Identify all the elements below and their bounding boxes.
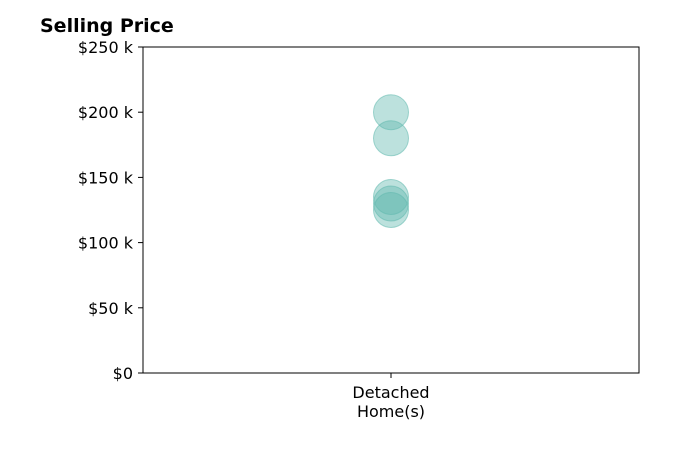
data-point — [373, 94, 409, 131]
y-tick-label: $0 — [113, 364, 133, 383]
y-axis: $0 $50 k $100 k $150 k $200 k $250 k — [78, 38, 143, 383]
y-tick-label: $200 k — [78, 103, 134, 122]
y-tick-label: $50 k — [88, 299, 134, 318]
y-tick-label: $250 k — [78, 38, 134, 57]
chart-title: Selling Price — [40, 15, 174, 37]
y-tick-label: $150 k — [78, 168, 134, 187]
data-points — [373, 94, 409, 228]
x-tick-label: Detached Home(s) — [352, 383, 429, 421]
y-tick-label: $100 k — [78, 234, 134, 253]
x-axis: Detached Home(s) — [352, 373, 430, 421]
data-point — [373, 192, 409, 228]
plot-frame — [142, 46, 640, 374]
data-point — [373, 120, 409, 157]
